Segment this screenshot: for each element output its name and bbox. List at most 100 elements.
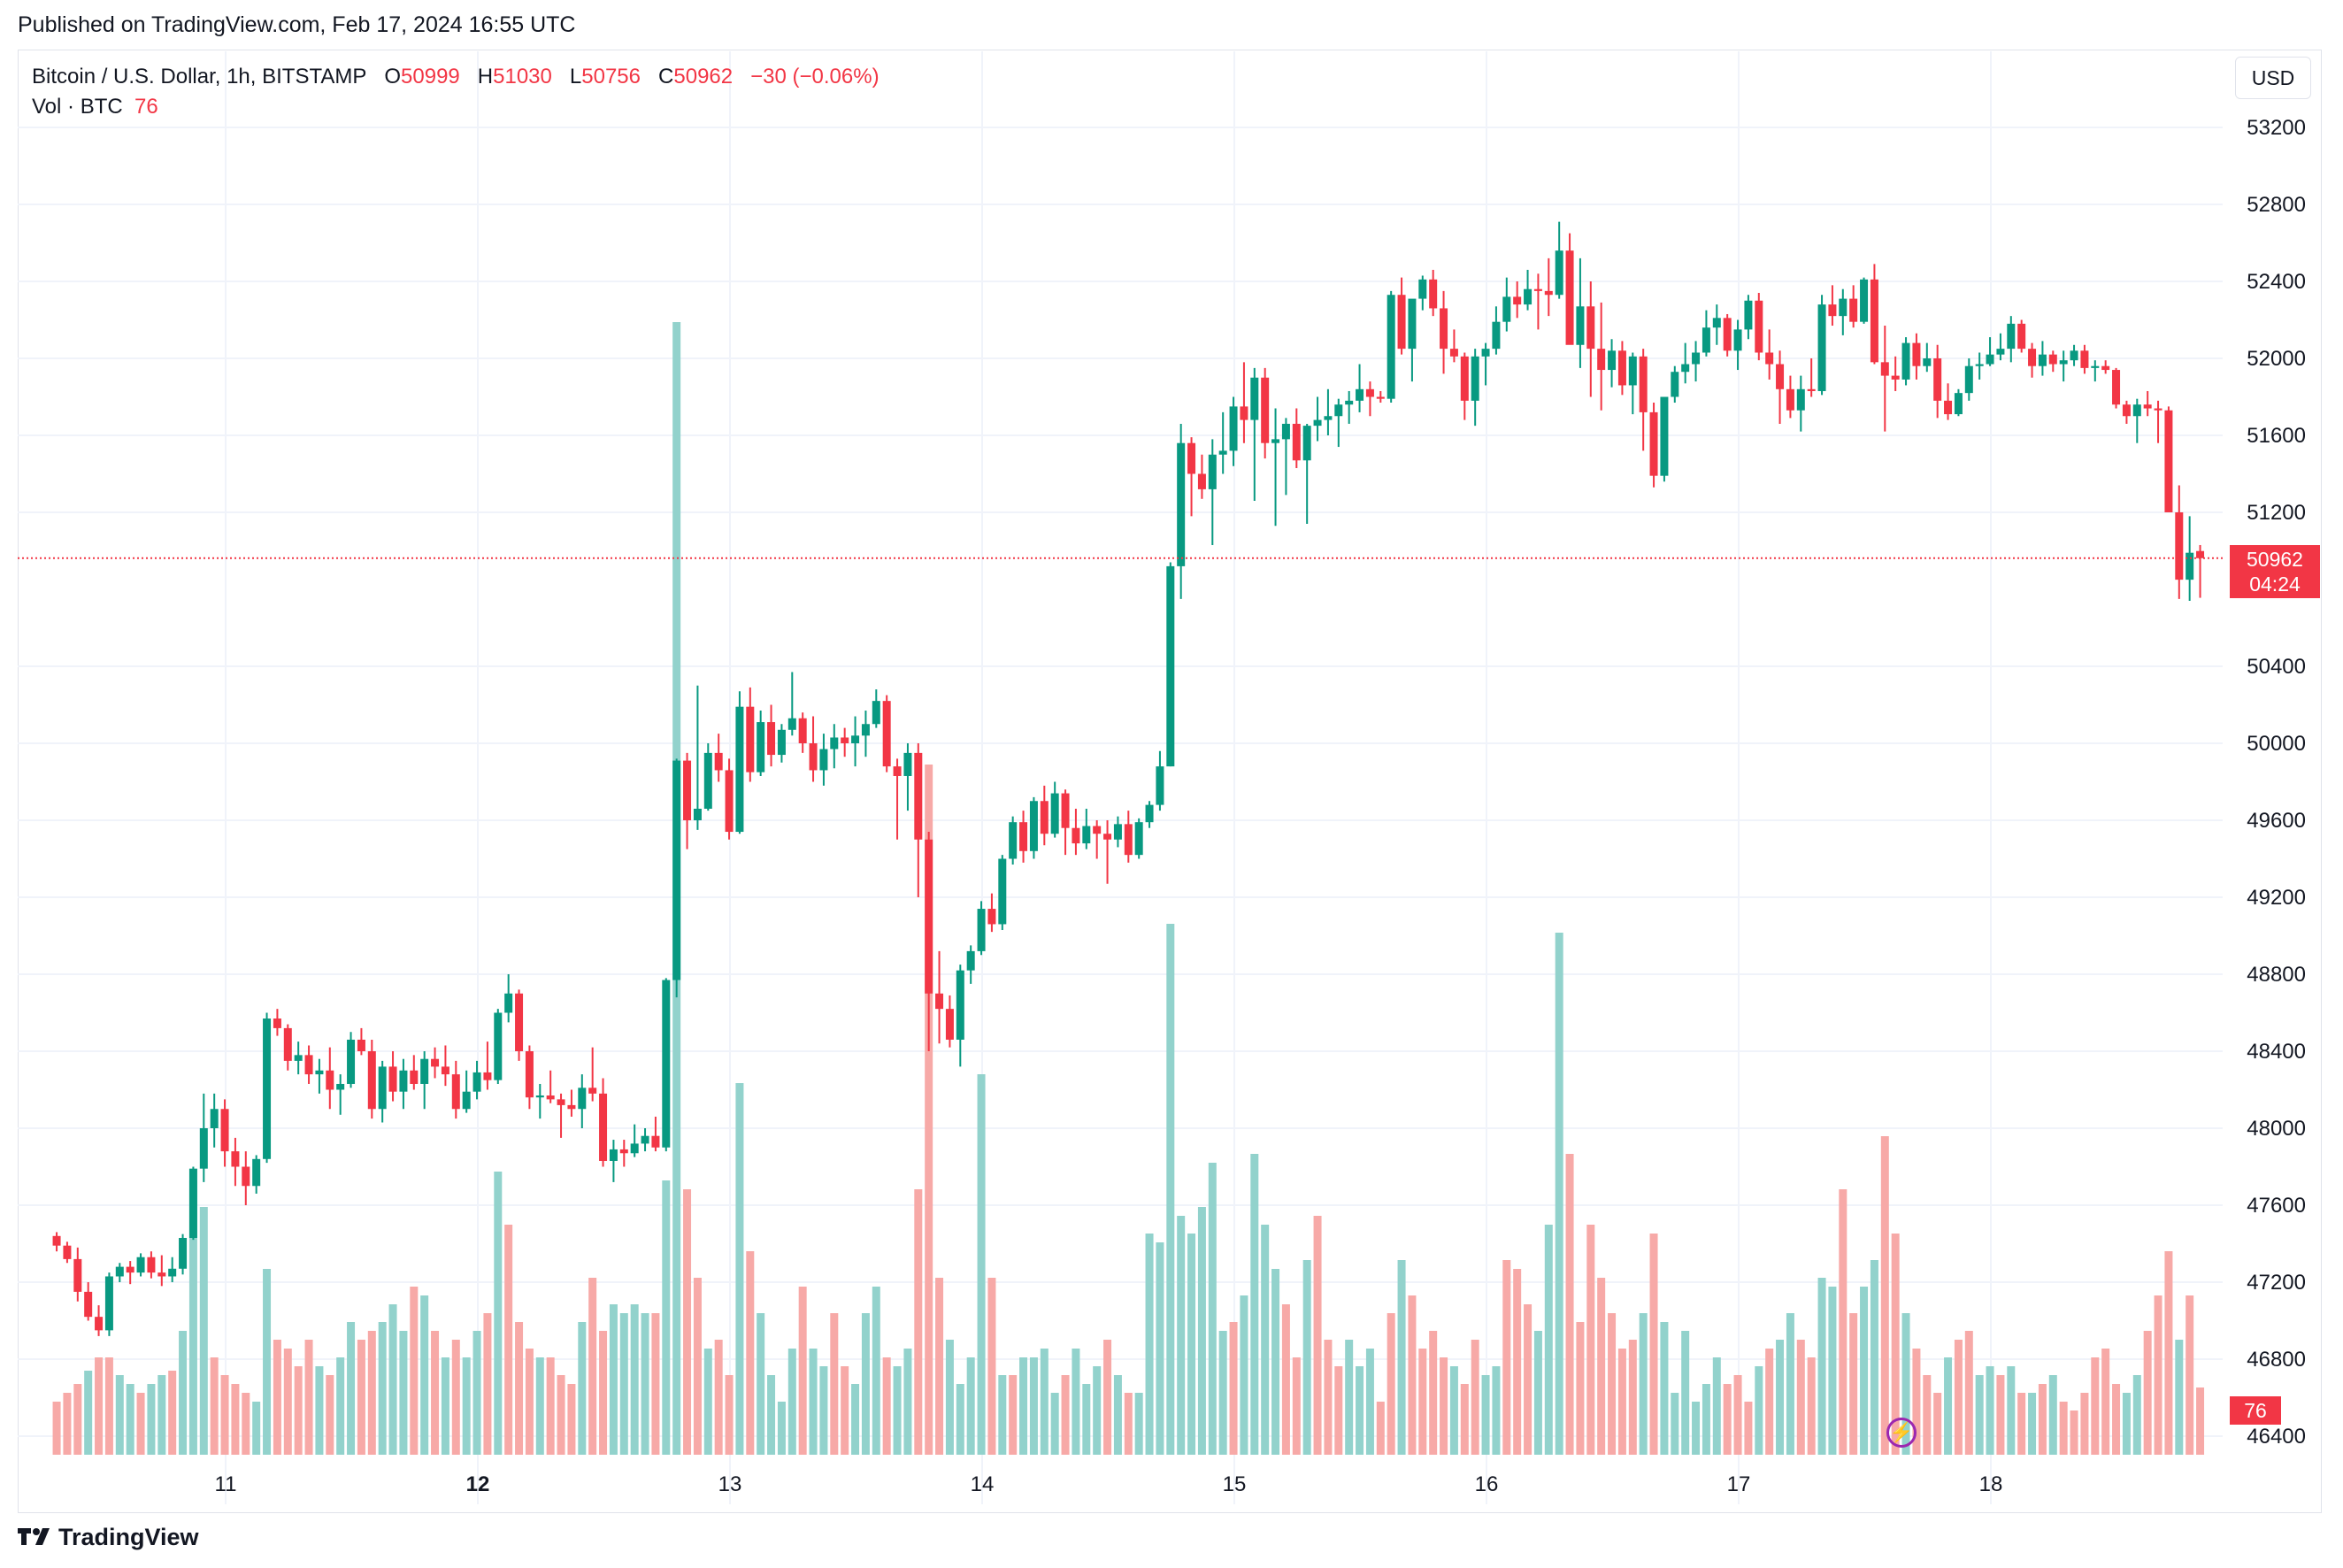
y-tick-label: 47600 <box>2247 1194 2306 1218</box>
volume-bar <box>1986 1366 1994 1455</box>
symbol-title[interactable]: Bitcoin / U.S. Dollar, 1h, BITSTAMP <box>32 65 367 88</box>
volume-bar <box>1356 1366 1364 1455</box>
volume-bar <box>882 1357 891 1455</box>
candle <box>735 691 744 834</box>
volume-bar <box>1817 1278 1826 1455</box>
candle <box>1177 423 1186 599</box>
candle <box>683 752 692 849</box>
candle <box>1229 396 1238 466</box>
candle <box>935 950 944 1044</box>
volume-bar <box>2154 1295 2162 1455</box>
candles <box>52 221 2205 1336</box>
candle <box>1240 362 1248 443</box>
volume-bar <box>1660 1322 1669 1455</box>
volume-bar <box>1681 1331 1690 1455</box>
candle <box>2007 316 2016 363</box>
candle <box>830 724 839 769</box>
candle <box>104 1272 113 1336</box>
volume-bar <box>1944 1357 1953 1455</box>
volume-bar <box>283 1349 292 1455</box>
high-value: 51030 <box>493 65 552 88</box>
candle <box>1481 342 1490 386</box>
volume-bar <box>1776 1340 1785 1455</box>
candle <box>757 711 765 776</box>
candle <box>578 1074 587 1128</box>
volume-bar <box>1923 1375 1932 1455</box>
lightning-icon[interactable]: ⚡ <box>1886 1418 1917 1448</box>
candle <box>882 695 891 772</box>
volume-bar <box>872 1287 880 1455</box>
candle <box>263 1012 272 1164</box>
candle <box>1617 341 1626 396</box>
close-label: C <box>658 65 674 88</box>
volume-bar <box>1702 1384 1710 1455</box>
candle <box>199 1093 208 1182</box>
volume-bar <box>830 1313 839 1455</box>
volume-bar <box>63 1393 72 1455</box>
candle <box>546 1070 555 1103</box>
volume-bar <box>126 1384 134 1455</box>
y-tick-label: 52000 <box>2247 347 2306 371</box>
candle <box>1681 342 1690 384</box>
candle <box>1628 352 1637 415</box>
candle <box>1860 277 1869 324</box>
volume-bar <box>1524 1304 1533 1455</box>
volume-bar <box>809 1349 818 1455</box>
candle <box>420 1051 429 1110</box>
volume-bar <box>136 1393 145 1455</box>
volume-bar <box>819 1366 828 1455</box>
candle <box>1786 375 1794 419</box>
candle <box>2048 350 2057 373</box>
candle <box>273 1009 281 1036</box>
candle <box>410 1055 419 1090</box>
candle <box>672 758 681 998</box>
volume-bar <box>2070 1410 2078 1455</box>
volume-bar <box>703 1349 712 1455</box>
volume-bar <box>1586 1225 1595 1455</box>
grid-lines <box>18 51 2223 1504</box>
volume-bar <box>1302 1260 1311 1455</box>
candle <box>73 1247 82 1302</box>
volume-bar <box>1449 1366 1458 1455</box>
candle <box>136 1253 145 1277</box>
footer-brand[interactable]: TradingView <box>18 1524 199 1552</box>
volume-bar <box>326 1375 334 1455</box>
candle <box>1870 264 1878 365</box>
volume-bar <box>1156 1242 1164 1455</box>
volume-bar <box>1261 1225 1270 1455</box>
candle <box>1639 349 1648 451</box>
volume-bar <box>304 1340 313 1455</box>
volume-bar <box>2112 1384 2121 1455</box>
candle <box>1271 408 1280 527</box>
volume-bar <box>1218 1331 1227 1455</box>
chart-frame[interactable] <box>18 50 2322 1513</box>
candle <box>1524 269 1533 311</box>
volume-bar <box>1009 1375 1018 1455</box>
volume-bar <box>2017 1393 2026 1455</box>
volume-bar <box>388 1304 397 1455</box>
candle <box>1124 811 1133 863</box>
volume-bar <box>1901 1313 1910 1455</box>
candle <box>525 1045 534 1110</box>
candle <box>2186 516 2194 602</box>
volume-bar <box>1040 1349 1049 1455</box>
candle <box>1880 326 1889 432</box>
x-tick-label: 11 <box>215 1472 237 1496</box>
open-label: O <box>384 65 402 88</box>
volume-label[interactable]: Vol · BTC <box>32 95 123 119</box>
volume-bar <box>1639 1313 1648 1455</box>
volume-bar <box>1334 1366 1343 1455</box>
published-note: Published on TradingView.com, Feb 17, 20… <box>18 12 576 37</box>
volume-bar <box>1019 1357 1028 1455</box>
volume-bar <box>1692 1402 1701 1455</box>
candle <box>1156 750 1164 811</box>
volume-bar <box>1324 1340 1333 1455</box>
high-label: H <box>477 65 494 88</box>
candle <box>1103 820 1112 884</box>
candle <box>283 1024 292 1071</box>
candle <box>1502 277 1511 332</box>
candle <box>609 1140 618 1182</box>
candle <box>2091 360 2100 382</box>
currency-button[interactable]: USD <box>2235 57 2311 99</box>
